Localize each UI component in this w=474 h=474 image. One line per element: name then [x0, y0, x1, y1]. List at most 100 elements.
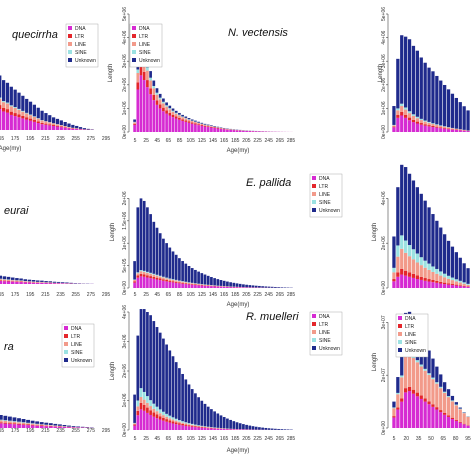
bar-line — [133, 423, 136, 425]
bar-unknown — [71, 124, 75, 128]
bar-sine — [181, 116, 184, 118]
bar-unknown — [86, 128, 90, 130]
bar-dna — [178, 119, 181, 132]
bar-unknown — [454, 252, 458, 280]
bar-line — [435, 124, 439, 127]
bar-line — [411, 358, 416, 390]
bar-unknown — [165, 243, 168, 278]
bar-line — [206, 125, 210, 127]
bar-dna — [0, 280, 2, 284]
bar-unknown — [5, 82, 10, 103]
bar-dna — [55, 126, 60, 130]
bar-unknown — [435, 220, 439, 269]
bar-dna — [149, 94, 152, 132]
bar-line — [44, 121, 48, 124]
bar-dna — [168, 281, 172, 288]
bar-dna — [254, 131, 258, 132]
legend-label: LTR — [75, 34, 84, 40]
bar-dna — [17, 117, 21, 130]
bar-unknown — [251, 426, 255, 430]
bar-unknown — [226, 281, 229, 287]
y-tick-label: 3e+06 — [122, 334, 128, 348]
bar-line — [446, 278, 451, 284]
bar-sine — [152, 85, 156, 89]
bar-ltr — [203, 427, 207, 428]
x-tick-label: 265 — [276, 436, 285, 442]
bar-dna — [178, 424, 181, 430]
x-tick-label: 145 — [209, 292, 218, 298]
bar-unknown — [0, 415, 3, 420]
x-tick-label: 215 — [41, 292, 50, 298]
bar-ltr — [165, 279, 168, 282]
bar-ltr — [200, 285, 204, 286]
x-tick-label: 225 — [253, 292, 262, 298]
x-tick-label: 275 — [87, 292, 96, 298]
bar-line — [155, 411, 159, 415]
bar-dna — [229, 129, 232, 132]
bar-dna — [454, 420, 458, 428]
bar-line — [427, 374, 431, 402]
bar-unknown — [466, 268, 470, 284]
bar-dna — [13, 116, 17, 130]
bar-line — [165, 106, 168, 111]
bar-line — [458, 129, 462, 131]
bar-dna — [39, 426, 44, 428]
x-tick-label: 175 — [11, 136, 20, 142]
bar-unknown — [21, 95, 25, 111]
bar-sine — [5, 102, 10, 104]
bar-line — [216, 127, 220, 129]
bar-dna — [36, 282, 40, 284]
bar-line — [171, 419, 175, 422]
bar-unknown — [458, 102, 462, 130]
bar-sine — [466, 283, 470, 285]
bar-unknown — [63, 122, 67, 127]
y-tick-label: 0e+00 — [381, 421, 387, 435]
bar-ltr — [462, 285, 466, 287]
bar-dna — [178, 283, 181, 288]
bar-dna — [133, 425, 136, 430]
bar-line — [44, 425, 49, 426]
bar-dna — [242, 130, 245, 132]
x-tick-label: 65 — [166, 436, 172, 442]
bar-line — [19, 280, 23, 282]
y-axis-label: Length — [108, 64, 114, 82]
bar-ltr — [454, 419, 458, 421]
bar-sine — [187, 119, 191, 120]
bar-dna — [181, 425, 184, 430]
bar-dna — [458, 130, 462, 132]
bar-dna — [62, 427, 67, 428]
bar-line — [158, 276, 162, 279]
bar-dna — [462, 130, 466, 132]
bar-line — [400, 106, 404, 112]
bar-line — [31, 281, 36, 283]
x-tick-label: 5 — [134, 436, 137, 442]
bar-unknown — [277, 287, 280, 288]
bar-ltr — [152, 412, 156, 417]
bar-line — [17, 422, 21, 424]
bar-line — [158, 413, 162, 417]
bar-dna — [248, 131, 252, 132]
legend-swatch — [68, 42, 72, 46]
bar-line — [55, 124, 60, 126]
bar-ltr — [411, 273, 416, 278]
legend-label: LINE — [319, 330, 331, 336]
bar-sine — [439, 271, 443, 276]
bar-unknown — [19, 278, 23, 281]
bar-unknown — [210, 409, 213, 428]
y-tick-label: 5e+06 — [122, 7, 128, 21]
bar-unknown — [450, 93, 455, 128]
bar-line — [149, 273, 152, 277]
bar-line — [162, 103, 165, 108]
bar-ltr — [8, 423, 12, 424]
bar-sine — [419, 257, 423, 266]
bar-dna — [206, 286, 210, 288]
bar-unknown — [443, 84, 447, 127]
bar-line — [184, 118, 188, 121]
legend-label: LTR — [139, 34, 148, 40]
legend-swatch — [68, 26, 72, 30]
bar-dna — [67, 128, 71, 130]
bar-unknown — [35, 421, 40, 424]
bar-dna — [400, 115, 404, 132]
bar-line — [190, 121, 194, 123]
